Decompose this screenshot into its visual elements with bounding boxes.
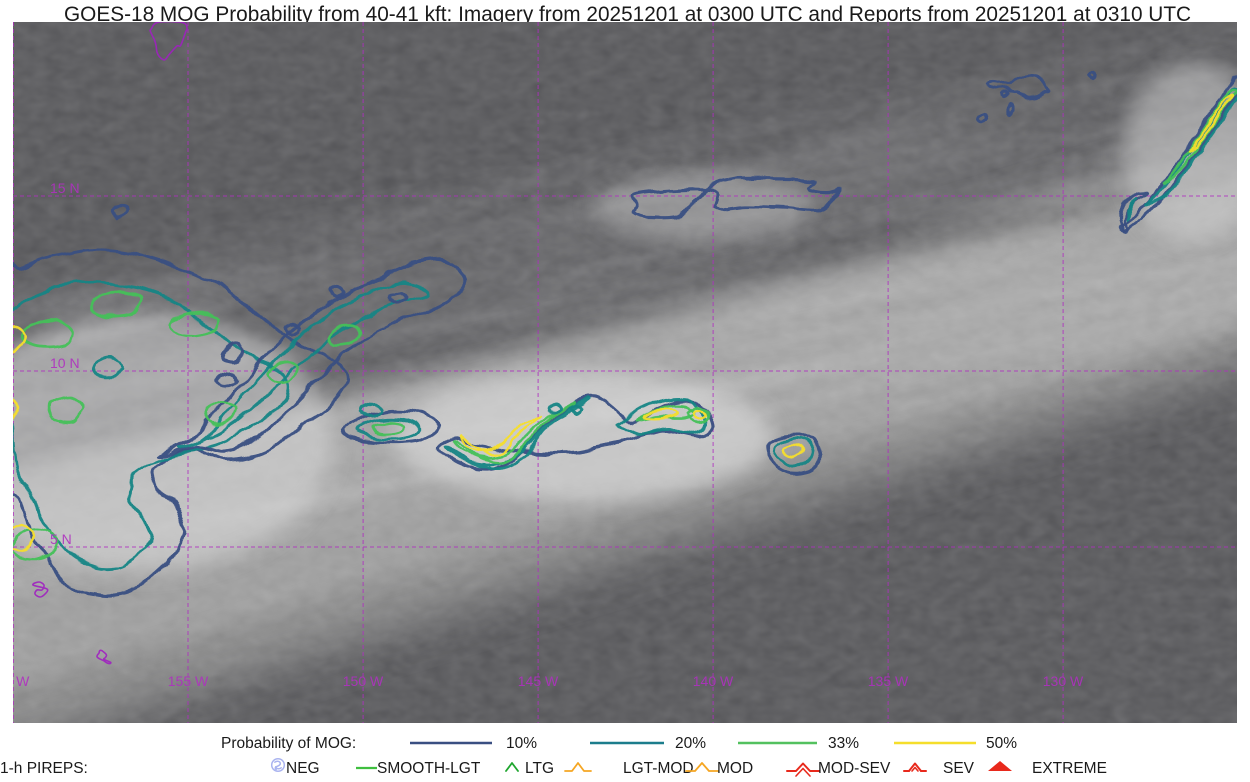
svg-text:135 W: 135 W [868,673,909,689]
svg-text:155 W: 155 W [168,673,209,689]
svg-text:145 W: 145 W [518,673,559,689]
svg-text:MOD: MOD [717,760,753,777]
svg-text:60 W: 60 W [13,673,30,689]
svg-text:33%: 33% [828,735,859,752]
svg-text:150 W: 150 W [343,673,384,689]
svg-text:140 W: 140 W [693,673,734,689]
svg-text:5 N: 5 N [50,531,72,547]
svg-text:SEV: SEV [943,760,975,777]
svg-text:20%: 20% [675,735,706,752]
svg-text:10%: 10% [506,735,537,752]
svg-text:MOD-SEV: MOD-SEV [818,760,891,777]
svg-text:10 N: 10 N [50,355,80,371]
svg-text:15 N: 15 N [50,180,80,196]
svg-text:NEG: NEG [286,760,320,777]
svg-text:SMOOTH-LGT: SMOOTH-LGT [377,760,481,777]
svg-text:EXTREME: EXTREME [1032,760,1107,777]
svg-text:50%: 50% [986,735,1017,752]
svg-text:130 W: 130 W [1043,673,1084,689]
svg-text:LGT-MOD: LGT-MOD [623,760,694,777]
svg-text:LTG: LTG [525,760,554,777]
svg-text:Probability of MOG:: Probability of MOG: [221,735,356,752]
svg-text:1-h PIREPS:: 1-h PIREPS: [0,760,88,777]
